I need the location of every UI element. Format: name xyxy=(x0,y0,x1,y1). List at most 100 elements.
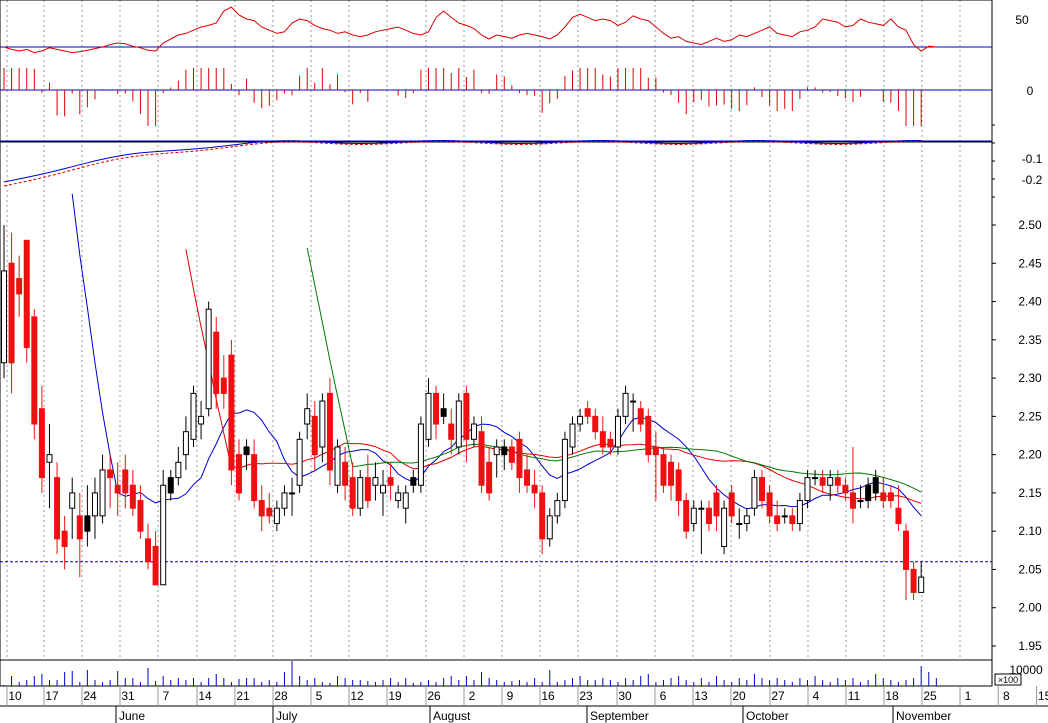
trend-tick-label: -0.1 xyxy=(1022,152,1043,166)
candle-body xyxy=(8,262,15,364)
candle-body xyxy=(273,507,280,525)
candle-body xyxy=(539,492,546,540)
candle-body xyxy=(46,454,53,463)
date-tick-label: 21 xyxy=(236,689,250,703)
month-label: August xyxy=(433,709,471,723)
candle-body xyxy=(614,415,621,448)
candle-body xyxy=(493,446,500,456)
candle-body xyxy=(789,515,796,525)
candle-body xyxy=(554,500,561,517)
price-tick-label: 2.05 xyxy=(1018,562,1042,576)
pane-frames xyxy=(0,0,1048,707)
month-label: September xyxy=(590,709,649,723)
candle-body xyxy=(31,316,38,425)
date-tick-label: 11 xyxy=(848,689,861,703)
candle-body xyxy=(827,477,834,486)
price-pane xyxy=(0,193,992,601)
price-tick-label: 2.35 xyxy=(1018,333,1042,347)
date-tick-label: 18 xyxy=(885,689,899,703)
candle-body xyxy=(584,408,591,417)
candle-body xyxy=(114,484,121,494)
candle-body xyxy=(251,454,258,502)
candle-body xyxy=(819,477,826,486)
candle-body xyxy=(569,423,576,448)
candle-body xyxy=(834,477,841,486)
candle-body xyxy=(531,484,538,494)
candle-body xyxy=(182,431,189,456)
candle-body xyxy=(857,500,864,503)
candle-body xyxy=(455,400,462,448)
vertical-gridlines xyxy=(6,0,961,660)
histogram-tick-label: 0 xyxy=(1027,84,1034,98)
date-tick-label: 30 xyxy=(618,689,632,703)
candle-body xyxy=(417,423,424,486)
candle-body xyxy=(880,492,887,502)
candle-body xyxy=(402,492,409,509)
date-tick-label: 19 xyxy=(388,689,402,703)
candle-body xyxy=(387,477,394,486)
price-tick-label: 2.20 xyxy=(1018,448,1042,462)
candle-body xyxy=(516,438,523,479)
candle-body xyxy=(152,545,159,586)
candle-body xyxy=(508,446,515,463)
date-tick-label: 10 xyxy=(8,689,22,703)
candle-body xyxy=(84,515,91,532)
candle-body xyxy=(448,423,455,440)
trend-pane xyxy=(0,140,992,187)
price-tick-label: 2.40 xyxy=(1018,295,1042,309)
price-tick-label: 2.30 xyxy=(1018,371,1042,385)
pane-frame xyxy=(0,659,993,687)
candle-body xyxy=(645,415,652,456)
oscillator-line xyxy=(3,6,937,54)
candle-body xyxy=(289,492,296,495)
pane-frame xyxy=(0,0,993,143)
candle-body xyxy=(865,484,872,502)
moving-average-line xyxy=(71,193,922,517)
candle-body xyxy=(713,492,720,517)
date-tick-label: 16 xyxy=(541,689,555,703)
candle-body xyxy=(668,461,675,486)
candle-body xyxy=(349,477,356,509)
trend-line xyxy=(3,140,922,183)
month-label: July xyxy=(276,709,297,723)
candle-body xyxy=(38,408,45,479)
candle-body xyxy=(728,492,735,517)
candle-body xyxy=(425,392,432,440)
candle-body xyxy=(175,461,182,479)
date-tick-label: 6 xyxy=(660,689,667,703)
candle-body xyxy=(213,331,220,394)
price-tick-label: 1.95 xyxy=(1018,639,1042,653)
candle-body xyxy=(759,477,765,502)
candle-body xyxy=(561,438,568,502)
candle-body xyxy=(599,431,606,448)
date-tick-label: 24 xyxy=(83,689,97,703)
candle-body xyxy=(311,415,318,456)
candle-body xyxy=(137,500,144,532)
date-tick-label: 8 xyxy=(1003,689,1010,703)
candle-body xyxy=(849,492,856,509)
candle-body xyxy=(198,415,205,425)
date-tick-label: 1 xyxy=(965,689,972,703)
candle-body xyxy=(736,523,743,526)
candle-body xyxy=(751,477,758,509)
candle-body xyxy=(122,469,129,494)
date-tick-label: 13 xyxy=(694,689,708,703)
candle-body xyxy=(690,507,697,525)
date-tick-label: 9 xyxy=(507,689,514,703)
candle-body xyxy=(903,530,910,570)
candle-body xyxy=(235,454,242,494)
price-tick-label: 2.50 xyxy=(1018,218,1042,232)
moving-average-line xyxy=(185,249,922,504)
candle-body xyxy=(842,484,849,494)
candle-body xyxy=(342,461,349,486)
date-axis: 10 17 24 31 7 14 21 28 5 12 19 26 2 9 16 23 30 6 13 20 27 4 11… xyxy=(6,686,1048,723)
candle-body xyxy=(410,477,417,486)
candle-body xyxy=(364,477,371,502)
candle-body xyxy=(380,484,386,494)
date-tick-label: 12 xyxy=(350,689,364,703)
oscillator-pane xyxy=(0,6,992,54)
candle-body xyxy=(918,576,925,593)
price-tick-label: 2.10 xyxy=(1018,524,1042,538)
candle-body xyxy=(16,278,23,295)
volume-unit-label: ×100 xyxy=(998,675,1018,685)
